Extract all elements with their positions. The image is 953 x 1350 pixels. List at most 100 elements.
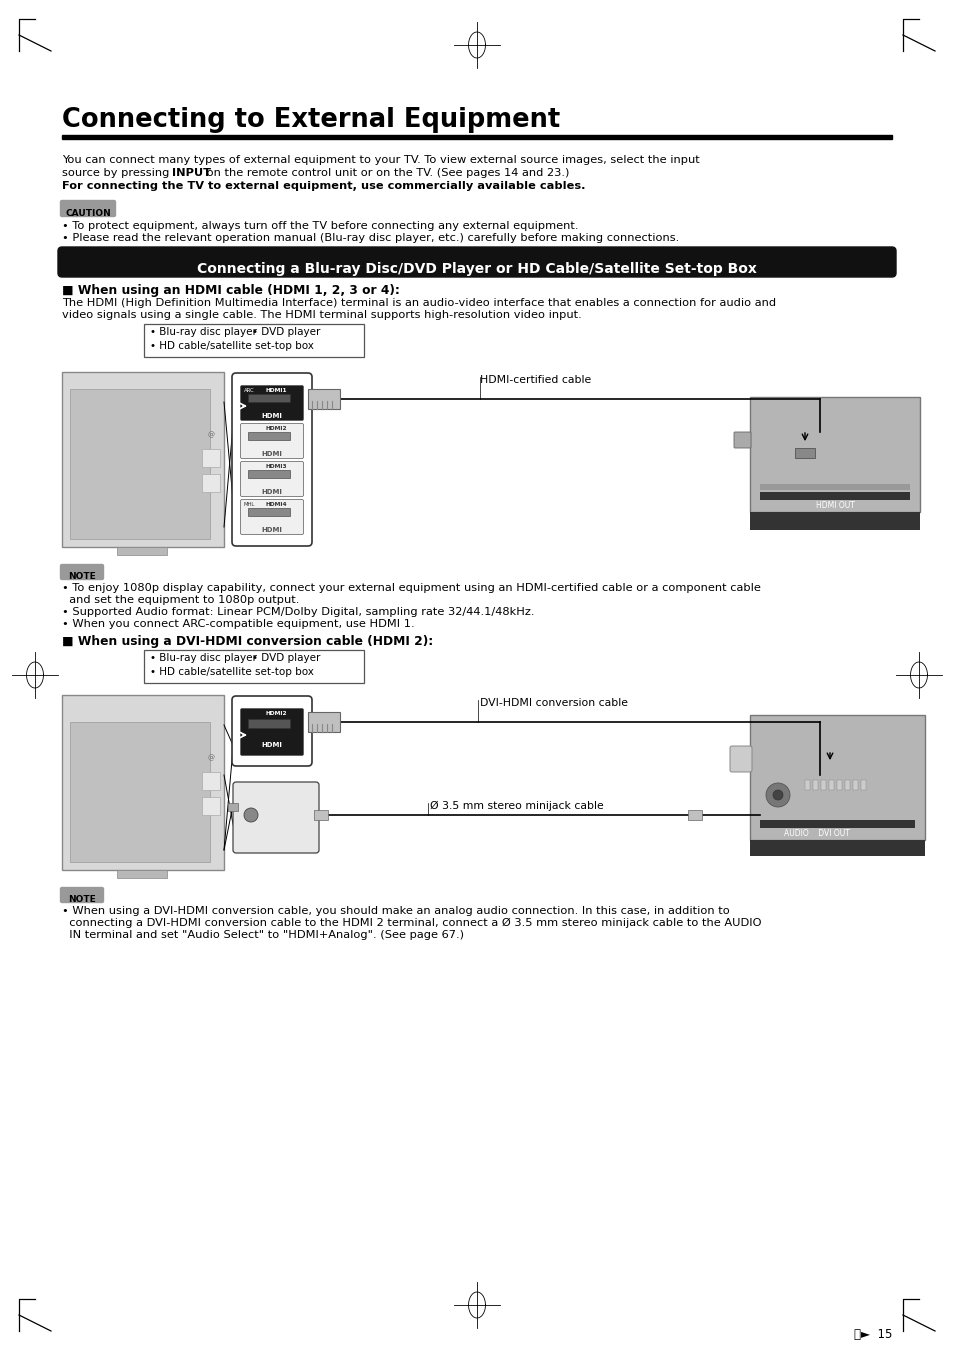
Text: For connecting the TV to external equipment, use commercially available cables.: For connecting the TV to external equipm…	[62, 181, 585, 190]
Bar	[202, 772, 220, 790]
FancyBboxPatch shape	[240, 462, 303, 497]
Text: HDMI3: HDMI3	[265, 464, 287, 468]
Bar	[749, 512, 919, 531]
FancyBboxPatch shape	[232, 697, 312, 765]
Circle shape	[244, 809, 257, 822]
Bar	[248, 508, 290, 516]
FancyBboxPatch shape	[58, 247, 895, 277]
Text: DVI-HDMI conversion cable: DVI-HDMI conversion cable	[479, 698, 627, 707]
Text: CAUTION: CAUTION	[65, 208, 111, 217]
Bar	[836, 780, 841, 790]
Text: @: @	[208, 432, 214, 439]
FancyBboxPatch shape	[233, 782, 318, 853]
Text: HDMI2: HDMI2	[265, 711, 287, 716]
Bar	[62, 135, 891, 139]
Text: • When using a DVI-HDMI conversion cable, you should make an analog audio connec: • When using a DVI-HDMI conversion cable…	[62, 906, 729, 917]
Text: MHL: MHL	[244, 502, 255, 508]
Bar	[308, 711, 339, 732]
FancyBboxPatch shape	[240, 386, 303, 420]
Text: • HD cable/satellite set-top box: • HD cable/satellite set-top box	[150, 667, 314, 676]
Bar	[117, 547, 167, 555]
FancyBboxPatch shape	[240, 500, 303, 535]
Text: Ø 3.5 mm stereo minijack cable: Ø 3.5 mm stereo minijack cable	[430, 801, 603, 811]
Text: NOTE: NOTE	[68, 895, 95, 905]
Bar	[852, 780, 857, 790]
Text: • When you connect ARC-compatible equipment, use HDMI 1.: • When you connect ARC-compatible equipm…	[62, 620, 415, 629]
Text: • To protect equipment, always turn off the TV before connecting any external eq: • To protect equipment, always turn off …	[62, 221, 578, 231]
Text: • Blu-ray disc player: • Blu-ray disc player	[150, 653, 256, 663]
Bar	[248, 432, 290, 440]
Bar	[314, 810, 328, 819]
FancyBboxPatch shape	[60, 201, 115, 216]
Bar	[144, 324, 364, 356]
Text: Connecting to External Equipment: Connecting to External Equipment	[62, 107, 559, 134]
Bar	[248, 720, 290, 728]
FancyBboxPatch shape	[232, 373, 312, 545]
Text: • Blu-ray disc player: • Blu-ray disc player	[150, 327, 256, 338]
Text: @: @	[208, 755, 214, 761]
Bar	[844, 780, 849, 790]
FancyBboxPatch shape	[240, 709, 303, 756]
Bar	[812, 780, 817, 790]
Bar	[62, 373, 224, 547]
Text: IN terminal and set "Audio Select" to "HDMI+Analog". (See page 67.): IN terminal and set "Audio Select" to "H…	[62, 930, 463, 940]
Bar	[62, 695, 224, 869]
Text: HDMI OUT: HDMI OUT	[815, 501, 854, 510]
Text: • Please read the relevant operation manual (Blu-ray disc player, etc.) carefull: • Please read the relevant operation man…	[62, 234, 679, 243]
Bar	[760, 819, 914, 828]
Text: • Supported Audio format: Linear PCM/Dolby Digital, sampling rate 32/44.1/48kHz.: • Supported Audio format: Linear PCM/Dol…	[62, 608, 534, 617]
Text: You can connect many types of external equipment to your TV. To view external so: You can connect many types of external e…	[62, 155, 699, 165]
Text: ■ When using an HDMI cable (HDMI 1, 2, 3 or 4):: ■ When using an HDMI cable (HDMI 1, 2, 3…	[62, 284, 399, 297]
Text: on the remote control unit or on the TV. (See pages 14 and 23.): on the remote control unit or on the TV.…	[203, 167, 569, 178]
Text: connecting a DVI-HDMI conversion cable to the HDMI 2 terminal, connect a Ø 3.5 m: connecting a DVI-HDMI conversion cable t…	[62, 918, 760, 929]
Bar	[749, 716, 924, 840]
Circle shape	[765, 783, 789, 807]
Bar	[202, 796, 220, 815]
Text: AUDIO    DVI OUT: AUDIO DVI OUT	[783, 829, 849, 838]
Text: HDMI: HDMI	[261, 743, 282, 748]
Bar	[794, 448, 814, 458]
Text: HDMI: HDMI	[261, 451, 282, 458]
Text: ■ When using a DVI-HDMI conversion cable (HDMI 2):: ■ When using a DVI-HDMI conversion cable…	[62, 634, 433, 648]
Bar	[687, 810, 701, 819]
FancyBboxPatch shape	[60, 887, 103, 903]
Text: • To enjoy 1080p display capability, connect your external equipment using an HD: • To enjoy 1080p display capability, con…	[62, 583, 760, 593]
Bar	[749, 397, 919, 512]
Bar	[202, 474, 220, 491]
FancyBboxPatch shape	[729, 747, 751, 772]
Bar	[760, 485, 909, 490]
Text: HDMI: HDMI	[261, 489, 282, 495]
Circle shape	[772, 790, 782, 801]
Bar	[70, 389, 210, 539]
FancyBboxPatch shape	[60, 564, 103, 579]
Bar	[828, 780, 833, 790]
FancyBboxPatch shape	[733, 432, 750, 448]
Bar	[228, 803, 237, 811]
Bar	[760, 491, 909, 500]
Text: Connecting a Blu-ray Disc/DVD Player or HD Cable/Satellite Set-top Box: Connecting a Blu-ray Disc/DVD Player or …	[197, 262, 756, 275]
Bar	[248, 470, 290, 478]
Text: • DVD player: • DVD player	[252, 653, 320, 663]
Bar	[308, 389, 339, 409]
Text: HDMI-certified cable: HDMI-certified cable	[479, 375, 591, 385]
Bar	[749, 840, 924, 856]
Text: HDMI2: HDMI2	[265, 427, 287, 431]
Text: HDMI: HDMI	[261, 413, 282, 418]
Text: ARC: ARC	[244, 387, 254, 393]
Text: • HD cable/satellite set-top box: • HD cable/satellite set-top box	[150, 342, 314, 351]
Text: ⓔ►  15: ⓔ► 15	[853, 1328, 891, 1341]
Text: NOTE: NOTE	[68, 572, 95, 580]
Text: video signals using a single cable. The HDMI terminal supports high-resolution v: video signals using a single cable. The …	[62, 310, 581, 320]
Bar	[117, 869, 167, 878]
FancyBboxPatch shape	[240, 424, 303, 459]
Bar	[248, 394, 290, 402]
Bar	[804, 780, 809, 790]
Text: HDMI1: HDMI1	[265, 387, 287, 393]
Bar	[202, 450, 220, 467]
Text: INPUT: INPUT	[172, 167, 211, 178]
Text: HDMI: HDMI	[261, 526, 282, 533]
Bar	[70, 722, 210, 863]
Text: and set the equipment to 1080p output.: and set the equipment to 1080p output.	[62, 595, 299, 605]
Bar	[144, 649, 364, 683]
Bar	[861, 780, 865, 790]
